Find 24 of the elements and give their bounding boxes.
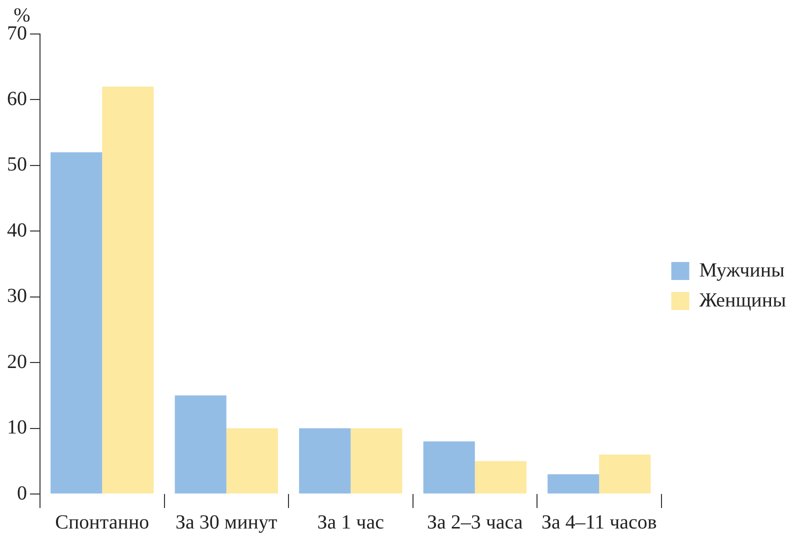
bar [423,441,475,494]
y-tick-label: 0 [17,482,27,504]
bar [299,428,351,494]
bar [226,428,278,494]
x-tick-label: Спонтанно [55,511,150,534]
bar [548,474,600,494]
y-tick-label: 60 [7,88,27,110]
legend-label: Женщины [699,289,786,312]
x-tick-label: За 4–11 часов [541,511,657,534]
bar [350,428,402,494]
bar [50,152,102,494]
legend-label: Мужчины [699,259,785,282]
x-tick-label: За 2–3 часа [426,511,523,534]
bar [599,454,651,494]
y-tick-label: 50 [7,154,27,176]
bar [474,461,526,494]
x-tick-label: За 1 час [317,511,384,534]
y-tick-label: 10 [7,416,27,439]
bar [174,395,226,494]
x-tick-label: За 30 минут [176,511,278,534]
bar [102,86,154,494]
y-tick-label: 20 [7,350,27,373]
y-tick-label: 30 [7,285,27,308]
y-tick-label: 40 [7,219,27,242]
